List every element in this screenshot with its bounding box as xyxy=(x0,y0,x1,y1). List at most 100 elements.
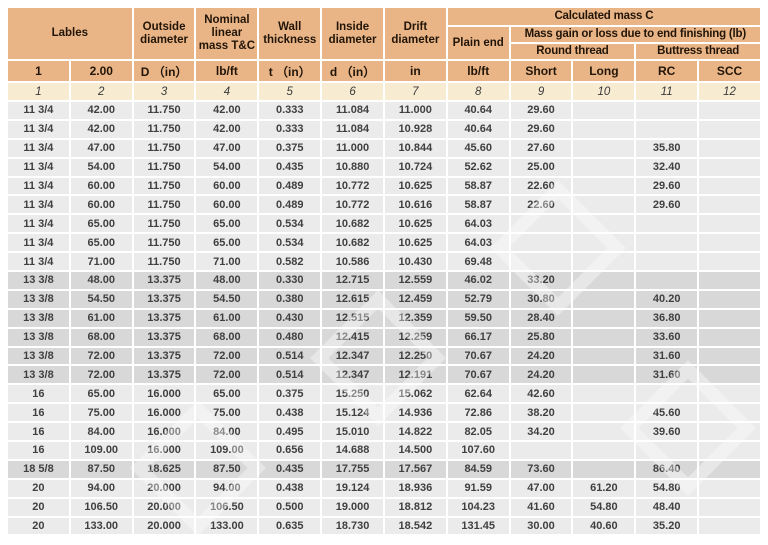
cell: 40.20 xyxy=(636,290,698,308)
cell: 29.60 xyxy=(636,196,698,214)
cell xyxy=(636,272,698,289)
cell: 54.00 xyxy=(70,158,132,176)
cell: 106.50 xyxy=(70,498,132,516)
column-number-6: 6 xyxy=(322,83,383,100)
cell xyxy=(699,404,760,422)
cell: 54.80 xyxy=(636,479,698,497)
cell: 72.00 xyxy=(196,347,258,365)
cell: 22.60 xyxy=(510,196,572,214)
cell: 46.02 xyxy=(447,272,509,289)
cell: 48.00 xyxy=(70,272,132,289)
cell: 91.59 xyxy=(447,479,509,497)
cell: 68.00 xyxy=(70,328,132,346)
cell: 0.330 xyxy=(259,272,321,289)
cell: 69.48 xyxy=(447,253,509,271)
cell: 72.00 xyxy=(70,366,132,384)
cell: 84.00 xyxy=(70,423,132,441)
cell: 10.625 xyxy=(384,234,446,252)
cell: 11.084 xyxy=(322,120,383,138)
cell: 13 3/8 xyxy=(8,272,69,289)
cell: 15.062 xyxy=(384,385,446,403)
cell: 15.010 xyxy=(322,423,383,441)
cell xyxy=(510,442,572,459)
cell: 22.60 xyxy=(510,177,572,195)
cell: 32.40 xyxy=(636,158,698,176)
cell: 70.67 xyxy=(447,347,509,365)
unit-cell-2: 2.00 xyxy=(70,61,132,81)
cell: 11.750 xyxy=(133,215,195,233)
cell xyxy=(573,272,635,289)
cell: 35.80 xyxy=(636,139,698,157)
cell: 109.00 xyxy=(70,442,132,459)
cell: 20 xyxy=(8,498,69,516)
cell: 0.495 xyxy=(259,423,321,441)
cell xyxy=(573,290,635,308)
cell: 11.750 xyxy=(133,196,195,214)
cell xyxy=(699,498,760,516)
table-row: 11 3/4 65.00 11.750 65.00 0.534 10.682 10.625 6… xyxy=(8,234,760,252)
cell: 20.000 xyxy=(133,517,195,535)
cell: 84.00 xyxy=(196,423,258,441)
cell: 19.000 xyxy=(322,498,383,516)
header-wall-thickness: Wall thickness xyxy=(259,8,321,59)
cell: 84.59 xyxy=(447,460,509,478)
cell: 0.380 xyxy=(259,290,321,308)
cell xyxy=(573,158,635,176)
cell xyxy=(573,423,635,441)
cell: 0.333 xyxy=(259,102,321,119)
table-row: 20 106.50 20.000 106.50 0.500 19.000 18.812 104… xyxy=(8,498,760,516)
cell xyxy=(573,404,635,422)
unit-cell-6: d （in） xyxy=(322,61,383,81)
cell: 16.000 xyxy=(133,404,195,422)
cell xyxy=(573,366,635,384)
column-number-1: 1 xyxy=(8,83,69,100)
cell: 42.00 xyxy=(70,120,132,138)
header-drift-diameter: Drift diameter xyxy=(384,8,446,59)
header-buttress-thread: Buttress thread xyxy=(636,44,760,59)
cell: 11 3/4 xyxy=(8,120,69,138)
header-row-1: Lables Outside diameter Nominal linear m… xyxy=(8,8,760,59)
table-row: 20 133.00 20.000 133.00 0.635 18.730 18.542 131… xyxy=(8,517,760,535)
cell: 47.00 xyxy=(70,139,132,157)
column-number-5: 5 xyxy=(259,83,321,100)
cell: 11.750 xyxy=(133,234,195,252)
cell: 54.50 xyxy=(70,290,132,308)
cell xyxy=(699,442,760,459)
unit-cell-8: lb/ft xyxy=(447,61,509,81)
cell: 18.625 xyxy=(133,460,195,478)
cell xyxy=(510,253,572,271)
table-row: 16 75.00 16.000 75.00 0.438 15.124 14.936 72.86… xyxy=(8,404,760,422)
cell xyxy=(573,328,635,346)
cell: 10.430 xyxy=(384,253,446,271)
cell: 29.60 xyxy=(636,177,698,195)
cell: 45.60 xyxy=(447,139,509,157)
cell xyxy=(573,347,635,365)
cell: 0.375 xyxy=(259,385,321,403)
cell: 34.20 xyxy=(510,423,572,441)
table-body: 11 3/4 42.00 11.750 42.00 0.333 11.084 11.000 4… xyxy=(8,102,760,535)
cell: 0.435 xyxy=(259,158,321,176)
cell: 0.489 xyxy=(259,196,321,214)
cell: 133.00 xyxy=(196,517,258,535)
cell xyxy=(573,442,635,459)
cell: 47.00 xyxy=(196,139,258,157)
cell: 13.375 xyxy=(133,366,195,384)
cell: 15.124 xyxy=(322,404,383,422)
cell: 11.750 xyxy=(133,177,195,195)
cell: 86.40 xyxy=(636,460,698,478)
cell: 10.616 xyxy=(384,196,446,214)
cell: 36.80 xyxy=(636,309,698,327)
cell: 13 3/8 xyxy=(8,328,69,346)
cell: 18.542 xyxy=(384,517,446,535)
cell: 10.880 xyxy=(322,158,383,176)
cell: 106.50 xyxy=(196,498,258,516)
cell: 25.80 xyxy=(510,328,572,346)
cell: 65.00 xyxy=(196,385,258,403)
column-number-9: 9 xyxy=(510,83,572,100)
cell: 61.00 xyxy=(70,309,132,327)
header-row-2: Plain end Mass gain or loss due to end f… xyxy=(8,27,760,59)
cell: 29.60 xyxy=(510,102,572,119)
cell: 40.60 xyxy=(573,517,635,535)
cell: 42.00 xyxy=(196,102,258,119)
cell: 16 xyxy=(8,442,69,459)
